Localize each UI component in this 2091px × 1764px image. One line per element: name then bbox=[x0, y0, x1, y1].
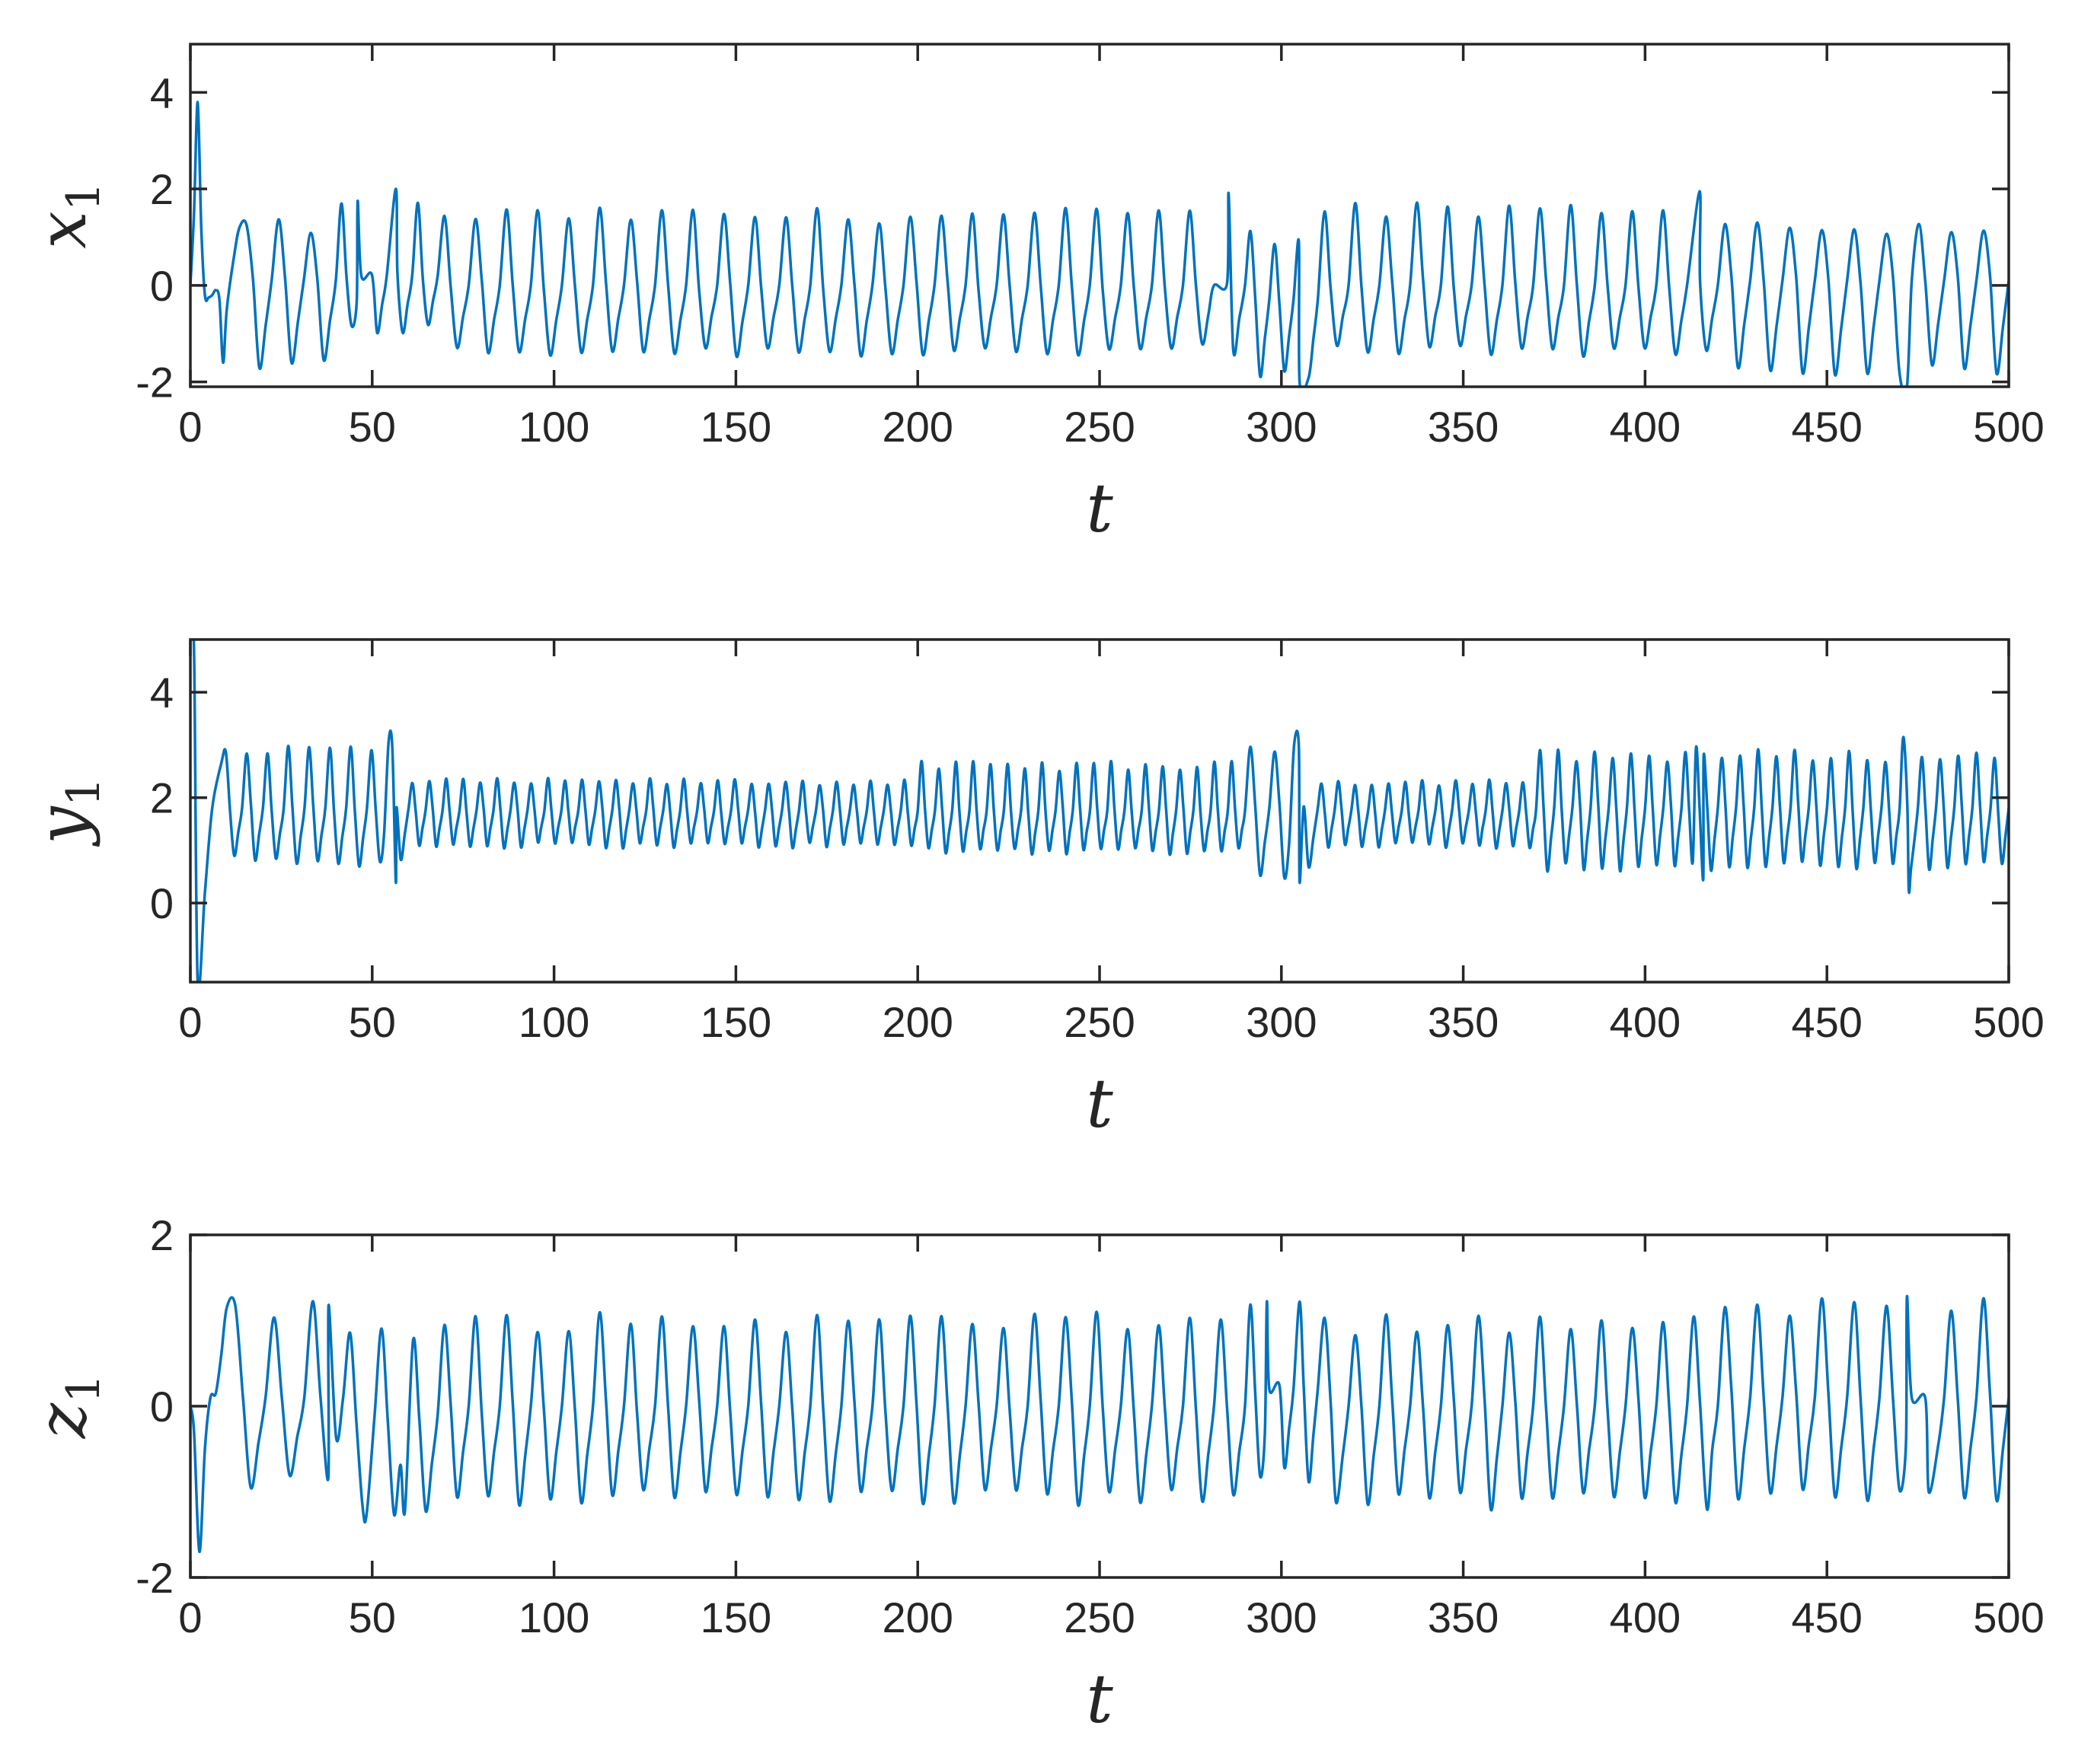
x-tick-label: 100 bbox=[519, 1593, 589, 1641]
axes-frame bbox=[189, 1233, 2010, 1579]
y-tick-label: 4 bbox=[150, 69, 174, 116]
x-tick-label: 350 bbox=[1428, 403, 1499, 451]
x-tick-label: 50 bbox=[349, 1593, 396, 1641]
y-tick-label: -2 bbox=[136, 1554, 174, 1602]
x-tick-label: 50 bbox=[349, 998, 396, 1046]
x-tick-label: 0 bbox=[178, 1593, 202, 1641]
series-line-y1 bbox=[190, 640, 2009, 982]
ylabel-x1: x1 bbox=[23, 182, 110, 249]
xlabel-z1: t bbox=[1086, 1660, 1113, 1738]
xlabel-y1: t bbox=[1086, 1064, 1113, 1143]
x-tick-label: 0 bbox=[178, 998, 202, 1046]
y-tick-label: 2 bbox=[150, 165, 174, 213]
x-tick-label: 150 bbox=[701, 403, 771, 451]
x-tick-label: 100 bbox=[519, 998, 589, 1046]
y-tick-label: 0 bbox=[150, 262, 174, 310]
x-tick-label: 400 bbox=[1610, 998, 1681, 1046]
x-tick-label: 0 bbox=[178, 403, 202, 451]
x-tick-label: 300 bbox=[1246, 1593, 1317, 1641]
plot-area-z1: 0 50 100 150 200 250 300 350 400 450 500-202 bbox=[136, 1211, 2045, 1641]
x-tick-label: 200 bbox=[882, 998, 953, 1046]
subplot-y1: 0 50 100 150 200 250 300 350 400 450 500 0 2 4 y1 t bbox=[23, 638, 2045, 1143]
x-tick-label: 150 bbox=[701, 1593, 771, 1641]
x-tick-label: 200 bbox=[882, 403, 953, 451]
x-tick-label: 250 bbox=[1064, 403, 1135, 451]
y-tick-label: 2 bbox=[150, 1211, 174, 1259]
x-tick-label: 350 bbox=[1428, 1593, 1499, 1641]
x-tick-label: 350 bbox=[1428, 998, 1499, 1046]
plot-area-y1: 0 50 100 150 200 250 300 350 400 450 500 0 2 4 bbox=[150, 638, 2045, 1046]
x-tick-label: 500 bbox=[1973, 998, 2044, 1046]
x-tick-label: 450 bbox=[1791, 998, 1862, 1046]
y-tick-label: 0 bbox=[150, 879, 174, 927]
x-tick-label: 250 bbox=[1064, 998, 1135, 1046]
x-tick-label: 300 bbox=[1246, 998, 1317, 1046]
y-tick-label: 4 bbox=[150, 668, 174, 716]
series-line-z1 bbox=[190, 1295, 2009, 1554]
xlabel-x1: t bbox=[1086, 469, 1113, 547]
series-line-x1 bbox=[190, 100, 2009, 387]
y-tick-label: 0 bbox=[150, 1383, 174, 1431]
x-tick-label: 400 bbox=[1610, 403, 1681, 451]
x-tick-label: 400 bbox=[1610, 1593, 1681, 1641]
x-tick-label: 450 bbox=[1791, 1593, 1862, 1641]
ylabel-z1: z1 bbox=[23, 1374, 110, 1440]
x-tick-label: 250 bbox=[1064, 1593, 1135, 1641]
y-tick-label: 2 bbox=[150, 774, 174, 822]
x-tick-label: 200 bbox=[882, 1593, 953, 1641]
y-tick-label: -2 bbox=[136, 359, 174, 407]
subplot-z1: 0 50 100 150 200 250 300 350 400 450 500-202 z1 t bbox=[23, 1211, 2045, 1738]
ylabel-y1: y1 bbox=[23, 777, 110, 847]
x-tick-label: 500 bbox=[1973, 1593, 2044, 1641]
x-tick-label: 450 bbox=[1791, 403, 1862, 451]
x-tick-label: 50 bbox=[349, 403, 396, 451]
x-tick-label: 100 bbox=[519, 403, 589, 451]
x-tick-label: 150 bbox=[701, 998, 771, 1046]
x-tick-label: 500 bbox=[1973, 403, 2044, 451]
x-tick-label: 300 bbox=[1246, 403, 1317, 451]
